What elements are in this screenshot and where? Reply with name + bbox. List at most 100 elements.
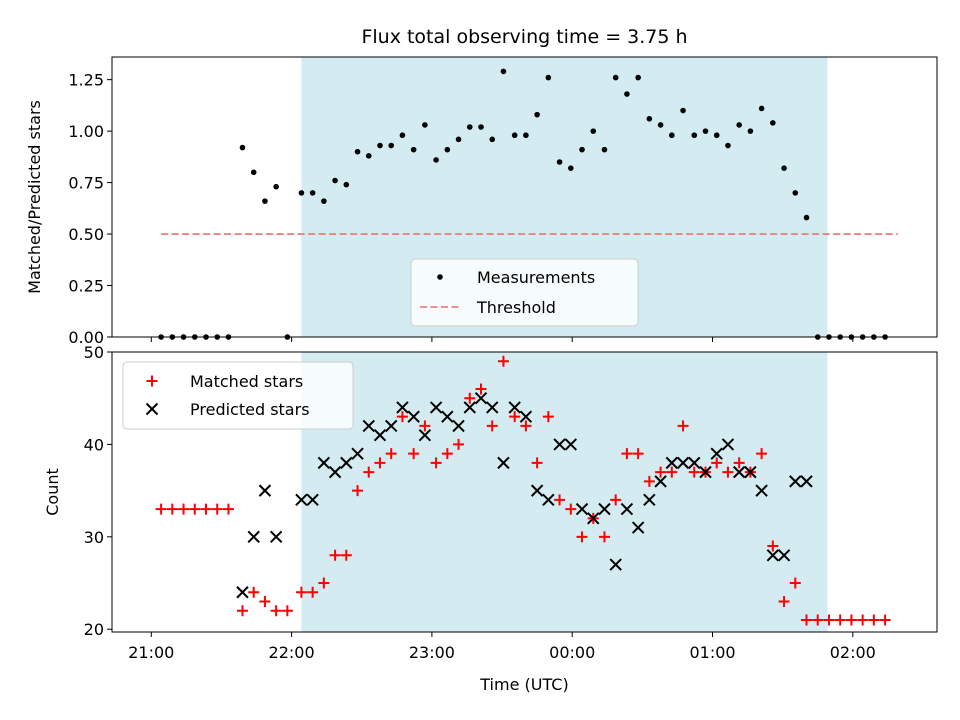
measurement-point bbox=[365, 153, 372, 159]
y-tick-label: 1.25 bbox=[68, 71, 104, 90]
legend: Measurements Threshold bbox=[410, 258, 639, 327]
measurement-point bbox=[545, 74, 552, 81]
matched-stars-point bbox=[222, 503, 234, 515]
predicted-stars-point bbox=[800, 475, 813, 488]
axes-frame bbox=[111, 351, 938, 633]
measurement-point bbox=[377, 142, 383, 149]
measurement-point bbox=[669, 132, 675, 139]
matched-stars-point bbox=[430, 457, 442, 469]
predicted-stars-point bbox=[620, 502, 634, 516]
matched-stars-point bbox=[363, 466, 375, 478]
measurement-point bbox=[702, 128, 709, 134]
measurement-point bbox=[332, 177, 338, 184]
x-tick-label: 01:00 bbox=[689, 643, 735, 662]
x-tick-label: 21:00 bbox=[128, 643, 174, 662]
predicted-stars-point bbox=[362, 419, 375, 433]
predicted-stars-point bbox=[317, 456, 331, 470]
matched-stars-point bbox=[295, 586, 307, 598]
matched-stars-point bbox=[464, 392, 476, 404]
matched-stars-point bbox=[845, 614, 857, 626]
matched-stars-point bbox=[632, 448, 644, 460]
predicted-stars-point bbox=[631, 521, 645, 534]
matched-stars-point bbox=[610, 494, 622, 506]
predicted-stars-point bbox=[452, 419, 465, 433]
predicted-stars-point bbox=[258, 484, 272, 497]
predicted-stars-point bbox=[564, 438, 578, 451]
y-tick-label: 40 bbox=[84, 435, 104, 454]
legend-measurements-label: Measurements bbox=[477, 268, 595, 287]
predicted-stars-point bbox=[721, 438, 735, 451]
legend-matched-marker bbox=[146, 375, 158, 387]
measurement-point bbox=[298, 190, 305, 196]
measurement-point bbox=[433, 157, 439, 163]
measurement-point bbox=[646, 115, 653, 122]
legend-matched-label: Matched stars bbox=[190, 372, 303, 391]
y-tick-label: 50 bbox=[84, 343, 104, 362]
measurement-point bbox=[579, 146, 585, 153]
matched-stars-point bbox=[441, 448, 453, 460]
y-tick-label: 1.00 bbox=[68, 122, 104, 141]
matched-stars-point bbox=[281, 605, 293, 617]
predicted-stars-point bbox=[463, 401, 476, 414]
predicted-stars-point bbox=[407, 410, 420, 423]
matched-stars-point bbox=[385, 448, 397, 460]
predicted-stars-point bbox=[710, 447, 723, 460]
measurement-point bbox=[770, 120, 776, 126]
measurement-point bbox=[309, 190, 316, 196]
matched-stars-point bbox=[789, 577, 801, 589]
legend-threshold-label: Threshold bbox=[476, 298, 556, 317]
predicted-stars-point bbox=[665, 456, 679, 470]
chart-title: Flux total observing time = 3.75 h bbox=[361, 26, 687, 48]
predicted-stars-point bbox=[247, 530, 260, 544]
measurement-point bbox=[758, 105, 765, 112]
predicted-stars-point bbox=[789, 475, 802, 488]
predicted-stars-point bbox=[598, 502, 611, 516]
legend: Matched stars Predicted stars bbox=[122, 361, 354, 430]
matched-stars-point bbox=[211, 503, 223, 515]
matched-stars-point bbox=[778, 596, 790, 608]
matched-stars-point bbox=[374, 457, 386, 469]
matched-stars-point bbox=[565, 503, 577, 515]
measurement-point bbox=[657, 122, 664, 128]
axes-frame bbox=[111, 56, 938, 338]
legend-predicted-marker bbox=[145, 402, 159, 416]
legend-predicted-label: Predicted stars bbox=[190, 400, 310, 419]
matched-stars-point bbox=[834, 614, 846, 626]
predicted-stars-point bbox=[351, 447, 364, 460]
y-tick-label: 0.50 bbox=[68, 225, 104, 244]
measurement-point bbox=[444, 146, 451, 153]
measurement-point bbox=[691, 132, 698, 139]
measurement-point bbox=[511, 132, 518, 139]
measurement-point bbox=[500, 68, 507, 75]
measurement-point bbox=[792, 190, 799, 196]
predicted-stars-point bbox=[519, 410, 533, 423]
predicted-stars-point bbox=[306, 493, 319, 507]
measurement-point bbox=[250, 169, 257, 176]
matched-stars-point bbox=[155, 503, 167, 515]
y-tick-label: 30 bbox=[84, 528, 104, 547]
matched-stars-point bbox=[879, 614, 891, 626]
measurement-point bbox=[568, 165, 574, 171]
matched-stars-point bbox=[711, 457, 723, 469]
measurement-point bbox=[556, 159, 563, 165]
legend-measurements-marker bbox=[437, 274, 443, 280]
matched-stars-point bbox=[643, 475, 655, 487]
matched-stars-point bbox=[270, 605, 282, 617]
measurement-point bbox=[422, 122, 428, 128]
matched-stars-point bbox=[486, 420, 498, 432]
y-axis-label: Matched/Predicted stars bbox=[25, 100, 44, 294]
legend-box bbox=[410, 258, 639, 327]
predicted-stars-point bbox=[486, 401, 499, 414]
matched-stars-point bbox=[329, 549, 341, 561]
measurement-point bbox=[354, 148, 361, 155]
measurement-point bbox=[239, 144, 246, 151]
x-axis-label: Time (UTC) bbox=[479, 675, 568, 694]
matched-stars-point bbox=[868, 614, 880, 626]
predicted-stars-point bbox=[418, 428, 432, 442]
predicted-stars-point bbox=[441, 410, 454, 423]
matched-stars-point bbox=[259, 596, 271, 608]
matched-stars-point bbox=[408, 448, 420, 460]
matched-stars-point bbox=[166, 503, 178, 515]
measurement-point bbox=[736, 122, 742, 128]
observing-window-shade bbox=[301, 352, 828, 632]
